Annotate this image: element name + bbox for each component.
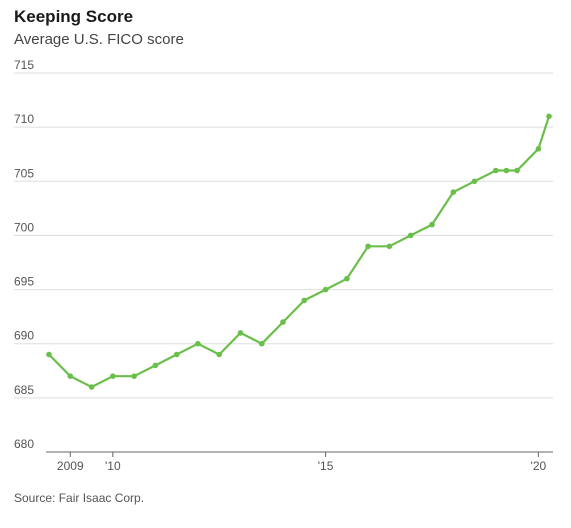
data-point-23 bbox=[514, 167, 520, 174]
y-tick-label-705: 705 bbox=[14, 166, 34, 180]
x-axis: 2009 '10 '15 '20 bbox=[46, 451, 553, 473]
x-tick-label-'10: '10 bbox=[105, 459, 121, 473]
x-tick-label-'15: '15 bbox=[318, 459, 334, 473]
y-tick-label-715: 715 bbox=[14, 58, 34, 72]
data-point-25 bbox=[546, 113, 552, 120]
chart-subtitle: Average U.S. FICO score bbox=[14, 31, 184, 48]
series-line bbox=[47, 115, 551, 389]
data-point-21 bbox=[493, 167, 499, 174]
data-point-19 bbox=[450, 189, 457, 195]
data-point-6 bbox=[173, 351, 180, 358]
data-point-8 bbox=[216, 351, 222, 358]
y-axis-tick-labels: 715 710 705 700 695 690 685 680 bbox=[14, 58, 34, 451]
data-point-1 bbox=[67, 373, 74, 380]
y-tick-label-685: 685 bbox=[14, 383, 34, 397]
data-point-13 bbox=[322, 286, 329, 293]
data-point-9 bbox=[237, 330, 244, 336]
data-point-0 bbox=[46, 351, 52, 358]
gridlines bbox=[14, 72, 553, 399]
data-point-22 bbox=[503, 167, 510, 174]
data-point-11 bbox=[280, 319, 286, 325]
data-point-7 bbox=[195, 340, 201, 347]
data-point-4 bbox=[131, 373, 137, 380]
data-point-12 bbox=[301, 297, 308, 304]
y-tick-label-700: 700 bbox=[14, 220, 34, 234]
data-point-18 bbox=[429, 221, 435, 228]
data-point-14 bbox=[344, 275, 350, 282]
data-point-15 bbox=[365, 243, 371, 250]
x-tick-label-2009: 2009 bbox=[57, 459, 84, 473]
series-fico-score bbox=[46, 113, 552, 390]
data-point-2 bbox=[88, 384, 95, 390]
data-point-24 bbox=[535, 146, 542, 152]
data-point-10 bbox=[259, 340, 265, 347]
source-note: Source: Fair Isaac Corp. bbox=[14, 491, 145, 505]
y-tick-label-710: 710 bbox=[14, 112, 34, 126]
data-point-16 bbox=[386, 243, 393, 250]
y-tick-label-680: 680 bbox=[14, 437, 34, 451]
data-point-17 bbox=[407, 232, 414, 239]
y-tick-label-690: 690 bbox=[14, 329, 34, 343]
data-point-20 bbox=[471, 178, 478, 185]
chart-title: Keeping Score bbox=[14, 7, 134, 26]
data-point-3 bbox=[110, 373, 116, 380]
x-tick-label-'20: '20 bbox=[531, 459, 547, 473]
data-point-5 bbox=[152, 362, 159, 369]
y-tick-label-695: 695 bbox=[14, 275, 34, 289]
